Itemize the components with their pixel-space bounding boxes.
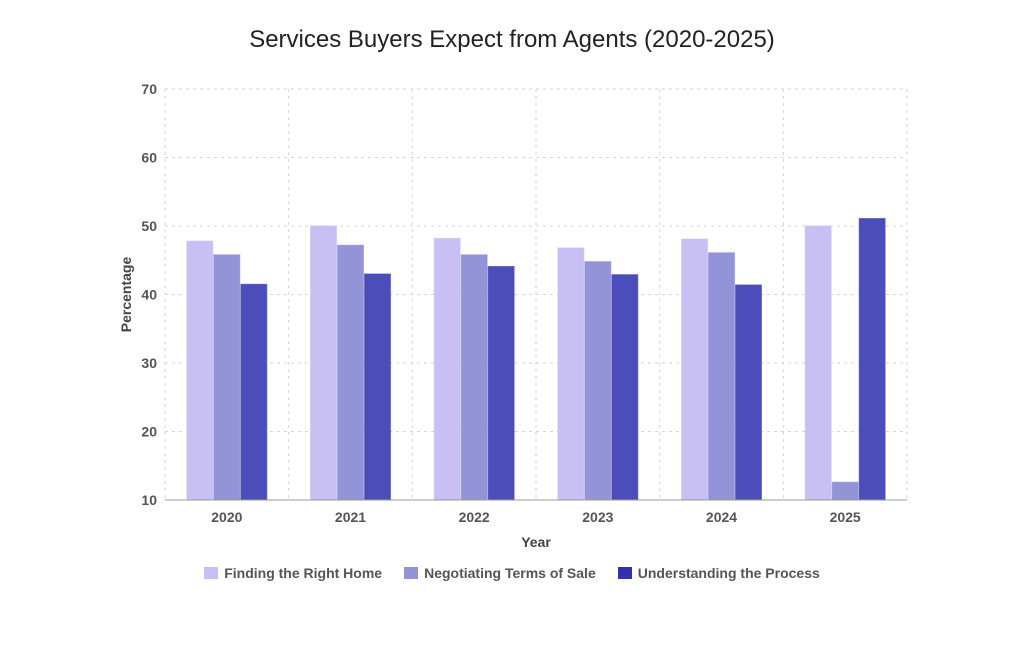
legend-label: Negotiating Terms of Sale — [424, 565, 596, 581]
y-tick-label: 60 — [141, 150, 157, 166]
y-tick-label: 70 — [141, 81, 157, 97]
y-tick-label: 10 — [141, 492, 157, 508]
legend-label: Understanding the Process — [637, 565, 820, 581]
x-tick-label: 2020 — [211, 509, 242, 525]
bar-understanding-the-process-2024 — [735, 284, 762, 501]
legend-item: Finding the Right Home — [204, 565, 382, 581]
bar-negotiating-terms-of-sale-2025 — [831, 481, 859, 501]
bar-finding-the-right-home-2020 — [186, 240, 214, 501]
bar-negotiating-terms-of-sale-2022 — [460, 254, 488, 501]
y-tick-label: 20 — [141, 424, 157, 440]
bar-finding-the-right-home-2023 — [557, 247, 585, 501]
bar-understanding-the-process-2022 — [487, 265, 515, 501]
x-tick-label: 2022 — [459, 509, 490, 525]
legend-swatch — [617, 567, 632, 579]
bar-negotiating-terms-of-sale-2023 — [584, 261, 612, 501]
y-tick-label: 40 — [141, 287, 157, 303]
bar-negotiating-terms-of-sale-2020 — [213, 254, 241, 501]
bar-finding-the-right-home-2025 — [804, 225, 832, 501]
bar-finding-the-right-home-2022 — [433, 237, 461, 501]
bar-finding-the-right-home-2024 — [681, 238, 708, 501]
legend-item: Negotiating Terms of Sale — [404, 565, 596, 581]
y-tick-label: 50 — [141, 218, 157, 234]
x-tick-label: 2025 — [830, 509, 861, 525]
x-tick-label: 2024 — [706, 509, 737, 525]
bar-finding-the-right-home-2021 — [310, 225, 337, 501]
bar-negotiating-terms-of-sale-2024 — [708, 252, 735, 501]
x-axis-label: Year — [521, 534, 551, 550]
x-tick-label: 2023 — [582, 509, 613, 525]
legend-swatch — [404, 567, 419, 579]
chart-title: Services Buyers Expect from Agents (2020… — [249, 26, 775, 53]
bar-understanding-the-process-2025 — [858, 217, 886, 501]
legend: Finding the Right Home Negotiating Terms … — [0, 565, 1024, 581]
bar-understanding-the-process-2020 — [240, 283, 268, 501]
legend-swatch — [204, 567, 219, 579]
bar-negotiating-terms-of-sale-2021 — [337, 244, 364, 501]
bar-understanding-the-process-2023 — [611, 274, 639, 501]
x-tick-label: 2021 — [335, 509, 366, 525]
legend-label: Finding the Right Home — [224, 565, 383, 581]
bar-understanding-the-process-2021 — [364, 273, 391, 501]
legend-item: Understanding the Process — [617, 565, 820, 581]
y-axis-label: Percentage — [118, 257, 134, 333]
y-tick-label: 30 — [141, 355, 157, 371]
